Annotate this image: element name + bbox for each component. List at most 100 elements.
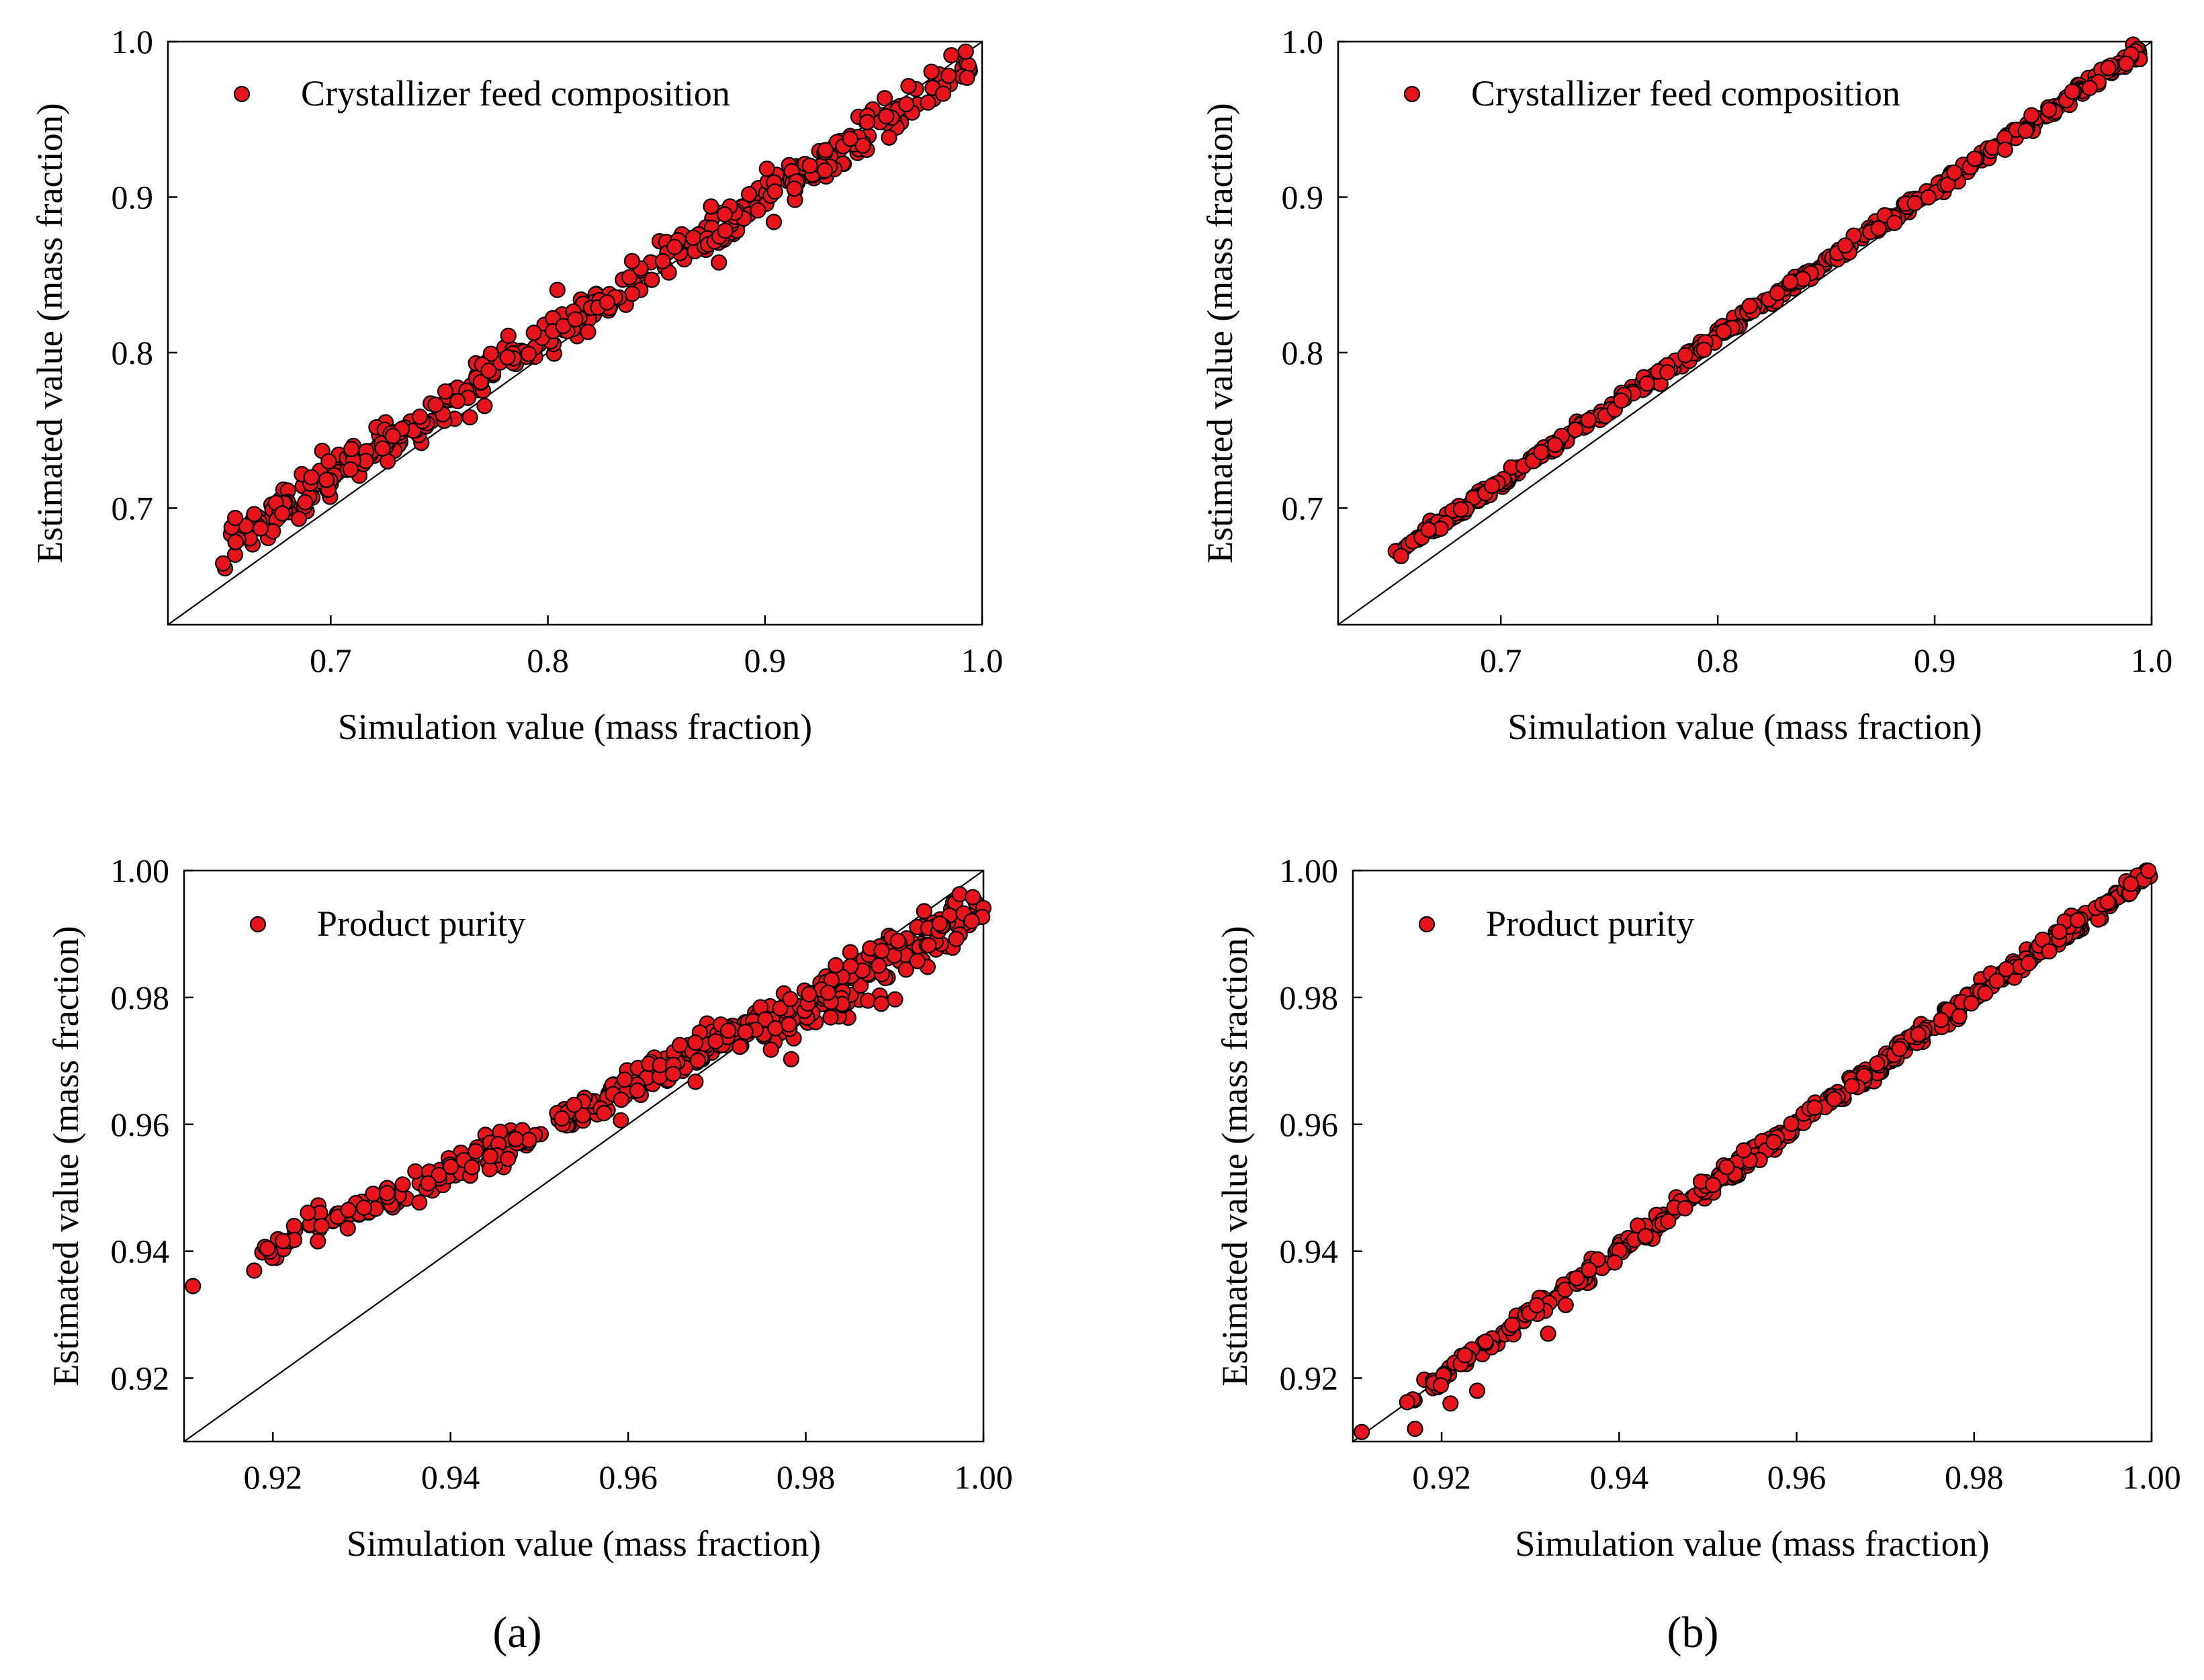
- plot-frame: [183, 869, 985, 1443]
- data-point: [1354, 1423, 1370, 1440]
- data-point: [920, 94, 936, 111]
- data-point: [1837, 237, 1853, 254]
- data-point: [1920, 189, 1937, 206]
- legend-marker: [233, 85, 251, 103]
- data-point: [732, 1038, 748, 1055]
- data-point: [1533, 443, 1550, 461]
- data-point: [665, 1065, 682, 1082]
- data-point: [1977, 985, 1994, 1002]
- data-point: [687, 1034, 704, 1051]
- data-point: [616, 1071, 633, 1088]
- data-point: [2020, 955, 2037, 972]
- data-point: [1540, 1325, 1556, 1342]
- y-axis-title: Estimated value (mass fraction): [1200, 103, 1240, 563]
- data-point: [567, 311, 584, 328]
- data-point: [842, 944, 858, 961]
- plot-frame: [1337, 40, 2153, 626]
- data-point: [1569, 1270, 1585, 1287]
- data-point: [1966, 150, 1983, 167]
- data-point: [720, 1022, 737, 1039]
- chart-b-top: 0.7 0.8 0.9 1.0 0.7 0.8 0.9 1.0 Simulation value…: [1200, 23, 2172, 747]
- data-point: [1613, 392, 1630, 409]
- data-point: [467, 1143, 484, 1159]
- data-point: [689, 1052, 707, 1069]
- data-series: [185, 886, 992, 1294]
- data-point: [1769, 285, 1786, 302]
- data-point: [437, 383, 454, 400]
- data-point: [320, 453, 337, 470]
- x-axis-title: Simulation value (mass fraction): [347, 1523, 821, 1564]
- data-point: [1581, 1262, 1597, 1278]
- data-point: [1477, 1333, 1494, 1350]
- y-tick-label: 0.8: [112, 334, 154, 371]
- data-point: [940, 67, 957, 84]
- data-point: [1456, 1347, 1473, 1364]
- data-point: [274, 1233, 292, 1249]
- data-point: [1567, 421, 1584, 438]
- data-point: [431, 1167, 447, 1184]
- data-point: [963, 913, 980, 930]
- data-point: [783, 1051, 799, 1067]
- data-point: [374, 440, 391, 457]
- y-tick-label: 1.0: [1282, 23, 1324, 60]
- x-tick-label: 0.96: [1767, 1458, 1826, 1496]
- data-point: [1557, 1296, 1574, 1313]
- x-axis-title: Simulation value (mass fraction): [1507, 707, 1982, 747]
- data-point: [2099, 893, 2116, 911]
- data-point: [876, 90, 893, 107]
- data-point: [859, 992, 877, 1009]
- data-point: [758, 161, 775, 177]
- data-point: [737, 1024, 754, 1041]
- x-tick-label: 0.7: [1480, 642, 1522, 679]
- data-point: [822, 1009, 839, 1026]
- data-point: [310, 1233, 326, 1250]
- data-point: [740, 186, 758, 203]
- data-point: [1765, 1133, 1782, 1151]
- data-point: [2140, 863, 2157, 879]
- data-point: [476, 398, 493, 414]
- data-point: [1659, 364, 1676, 381]
- data-point: [873, 996, 890, 1012]
- legend-marker: [249, 916, 267, 933]
- data-point: [870, 957, 887, 974]
- data-point: [671, 1036, 689, 1053]
- data-point: [934, 85, 952, 102]
- data-point: [1393, 547, 1409, 564]
- data-point: [303, 469, 320, 486]
- data-point: [274, 505, 291, 522]
- data-point: [339, 1220, 356, 1237]
- data-point: [290, 511, 308, 527]
- data-point: [801, 986, 818, 1003]
- data-point: [1933, 1012, 1949, 1028]
- data-point: [2100, 59, 2117, 77]
- data-point: [1951, 1008, 1968, 1025]
- chart-a-bottom: 0.92 0.94 0.96 0.98 1.00 0.92 0.94 0.96 0.98 1.00…: [46, 852, 1013, 1564]
- data-point: [1660, 1212, 1677, 1230]
- data-point: [687, 1073, 704, 1090]
- x-tick-label: 1.00: [2122, 1458, 2181, 1496]
- y-tick-label: 0.98: [111, 979, 170, 1016]
- data-point: [703, 198, 719, 215]
- data-point: [185, 1278, 202, 1294]
- data-point: [2064, 83, 2080, 100]
- data-point: [378, 1184, 396, 1202]
- data-point: [1528, 1296, 1545, 1314]
- data-point: [1407, 1421, 1423, 1438]
- data-point: [858, 114, 876, 130]
- data-point: [820, 984, 836, 1001]
- data-point: [525, 324, 542, 341]
- y-tick-label: 1.00: [111, 852, 170, 889]
- data-point: [500, 1151, 517, 1167]
- data-point: [716, 206, 733, 223]
- data-point: [343, 441, 360, 457]
- data-point: [313, 1217, 330, 1235]
- data-point: [1606, 1254, 1623, 1271]
- data-series: [1354, 862, 2158, 1440]
- data-point: [1946, 164, 1963, 181]
- data-point: [420, 1175, 437, 1192]
- data-point: [1483, 478, 1501, 494]
- data-point: [757, 1011, 774, 1028]
- data-point: [750, 202, 766, 219]
- data-point: [1826, 1090, 1843, 1108]
